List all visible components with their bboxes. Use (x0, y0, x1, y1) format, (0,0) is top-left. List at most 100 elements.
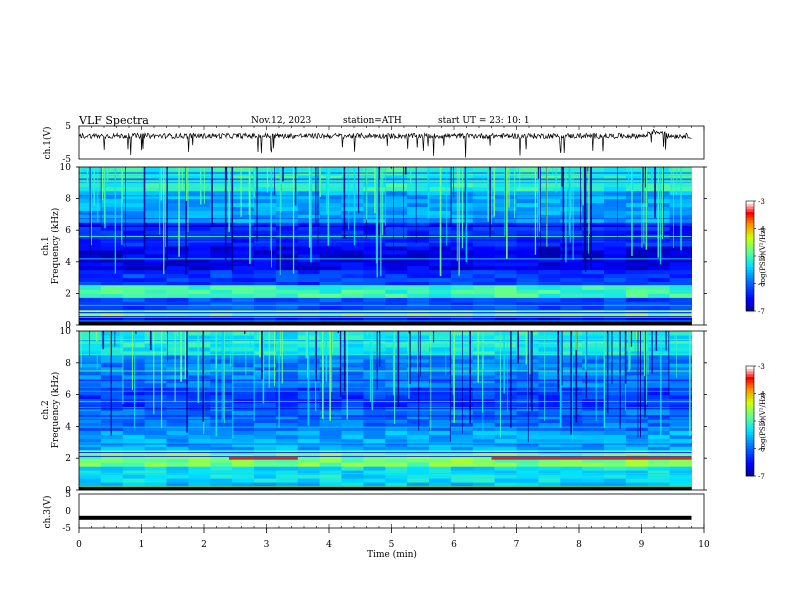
spectrogram-cell (604, 446, 627, 451)
colorbar-swatch (746, 429, 754, 433)
spectrogram-cell (625, 438, 649, 443)
spectrogram-cell (582, 174, 605, 180)
spectrogram-cell (210, 206, 233, 211)
spectrogram-cell (275, 297, 299, 302)
spectrogram-cell (582, 261, 605, 267)
spectrogram-cell (166, 285, 189, 290)
waveform-frame (78, 125, 705, 160)
spectrogram-cell (319, 466, 342, 471)
spectrogram-cell (472, 289, 496, 294)
spectrogram-cell (363, 277, 386, 282)
spectrogram-cell (647, 474, 671, 479)
spectrogram-cell (188, 297, 211, 302)
sferic-streak (143, 167, 146, 249)
spectrogram-cell (275, 277, 299, 282)
spectrogram-cell (407, 214, 430, 219)
spectrogram-cell (166, 394, 189, 400)
spectrogram-cell (494, 430, 517, 435)
spectrogram-cell (319, 273, 342, 279)
spectrogram-cell (100, 466, 124, 471)
spectrogram-cell (494, 350, 517, 356)
spectrogram-cell (582, 474, 605, 479)
sferic-streak (546, 167, 547, 225)
sferic-streak (458, 167, 460, 276)
colorbar-tick-label: -5 (758, 253, 765, 261)
spectrogram-cell (188, 230, 211, 235)
spectrogram-cell (450, 466, 474, 471)
spectrogram-cell (232, 269, 255, 275)
spectrogram-cell (144, 214, 167, 219)
sferic-streak (482, 331, 484, 413)
spectrogram-cell (188, 186, 211, 192)
spectrogram-cell (538, 317, 561, 322)
colorbar-swatch (746, 445, 754, 449)
spectrogram-cell (254, 402, 277, 408)
spectrogram-cell (210, 366, 233, 372)
spectrogram-cell (472, 317, 496, 322)
spectrogram-cell (407, 202, 430, 207)
sferic-streak (135, 331, 137, 335)
spectrogram-cell (166, 253, 189, 259)
spectrogram-cell (210, 285, 233, 290)
spectrogram-cell (79, 281, 102, 286)
sferic-streak (327, 167, 330, 246)
spectrogram-cell (100, 182, 124, 188)
spectrogram-cell (625, 458, 649, 463)
spectrogram-cell (275, 190, 299, 196)
spectrogram-cell (669, 346, 692, 352)
colorbar-swatch (746, 399, 754, 403)
spectrogram-cell (385, 301, 408, 306)
spectrogram-cell (494, 342, 517, 348)
colorbar-swatch (746, 217, 754, 221)
spectrogram-cell (516, 466, 539, 471)
spectrogram-cell (647, 354, 671, 360)
sferic-streak (376, 331, 378, 391)
spectrogram-cell (494, 265, 517, 271)
spectrogram-cell (516, 305, 539, 310)
sferic-streak (641, 167, 643, 248)
spectrogram-cell (79, 309, 102, 314)
spectrogram-cell (582, 422, 605, 427)
spectrogram-cell (297, 434, 321, 439)
spectrogram-cell (144, 186, 167, 192)
spectrogram-cell (538, 198, 561, 204)
spectrogram-cell (166, 346, 189, 352)
spectrogram-cell (297, 293, 321, 298)
spectrogram-cell (188, 202, 211, 207)
narrowband-line (79, 339, 692, 341)
spectrogram-cell (166, 398, 189, 404)
spectrogram-cell (516, 218, 539, 223)
spectrogram-cell (319, 202, 342, 207)
spectrogram-cell (582, 434, 605, 439)
spectrogram-cell (144, 382, 167, 388)
spectrogram-cell (560, 194, 583, 200)
spectrogram-cell (625, 410, 649, 415)
ch3-waveform-panel: 50-5 (62, 490, 705, 534)
y-tick-label: 0 (65, 321, 71, 331)
spectrogram-cell (297, 297, 321, 302)
spectrogram-cell (582, 466, 605, 471)
sferic-streak (163, 167, 165, 275)
x-tick-label: 7 (514, 540, 520, 550)
spectrogram-cell (363, 230, 386, 235)
spectrogram-cell (582, 430, 605, 435)
spectrogram-cell (582, 257, 605, 263)
spectrogram-cell (407, 265, 430, 271)
sferic-streak (253, 167, 256, 198)
spectrogram-cell (429, 339, 452, 344)
spectrogram-cell (538, 281, 561, 286)
colorbar-tick-label: -4 (758, 391, 765, 399)
spectrogram-cell (122, 202, 146, 207)
spectrogram-cell (275, 422, 299, 427)
spectrogram-cell (472, 285, 496, 290)
spectrogram-cell (341, 218, 364, 223)
spectrogram-cell (604, 350, 627, 356)
spectrogram-cell (254, 218, 277, 223)
sferic-streak (322, 331, 324, 420)
spectrogram-cell (297, 301, 321, 306)
sferic-streak (415, 167, 417, 244)
spectrogram-cell (275, 378, 299, 384)
spectrogram-cell (385, 190, 408, 196)
colorbar-swatch (746, 247, 754, 251)
spectrogram-cell (385, 309, 408, 314)
